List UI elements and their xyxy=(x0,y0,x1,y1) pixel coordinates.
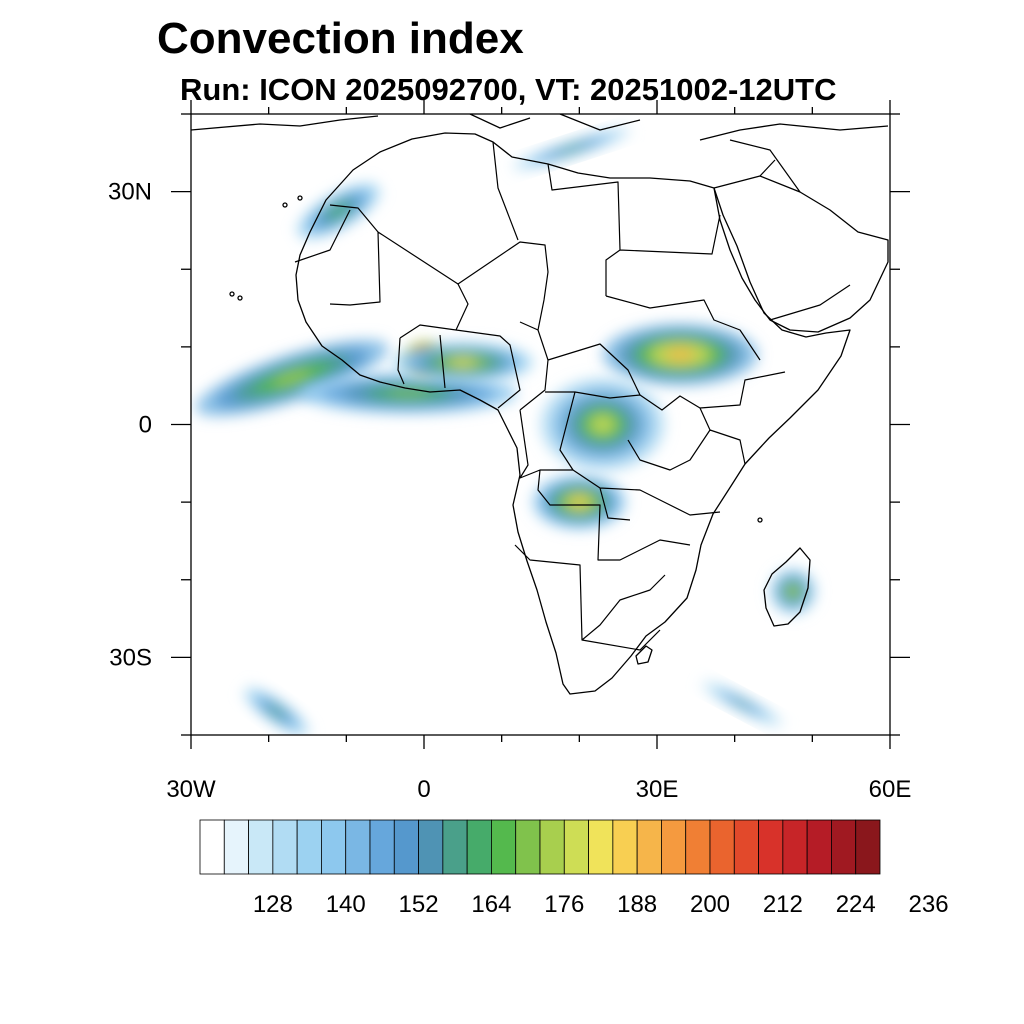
field-contour xyxy=(386,389,431,398)
colorbar-label: 212 xyxy=(763,891,803,918)
island xyxy=(297,195,303,201)
colorbar-swatch xyxy=(418,819,444,875)
colorbar-label: 164 xyxy=(471,891,511,918)
colorbar-swatch xyxy=(369,819,395,875)
colorbar-swatch xyxy=(223,819,249,875)
italy-balkans-coastline xyxy=(469,114,889,141)
field-contour xyxy=(734,699,751,709)
iberia-coastline xyxy=(191,115,379,131)
island xyxy=(757,517,763,523)
x-tick-label: 60E xyxy=(869,776,912,803)
colorbar-label: 224 xyxy=(836,891,876,918)
gulf-of-guinea-band xyxy=(299,373,518,414)
field-contour xyxy=(330,205,347,217)
mediterranean-band xyxy=(512,128,631,170)
colorbar-swatch xyxy=(515,819,541,875)
colorbar-swatch xyxy=(345,819,371,875)
central-africa-convection xyxy=(540,377,665,472)
west-africa-convection xyxy=(392,342,533,383)
y-tick-label: 30S xyxy=(109,644,152,671)
colorbar-swatch xyxy=(321,819,347,875)
axis-tick-labels: 30W 0 30E 60E 30N 0 30S xyxy=(108,179,911,803)
colorbar-swatch xyxy=(661,819,687,875)
field-contour xyxy=(272,370,312,386)
colorbar-label: 236 xyxy=(909,891,949,918)
colorbar-swatch xyxy=(442,819,468,875)
colorbar-label: 188 xyxy=(617,891,657,918)
x-tick-label: 30E xyxy=(636,776,679,803)
country-borders xyxy=(294,139,851,651)
colorbar-swatch xyxy=(758,819,784,875)
field-contour xyxy=(448,358,477,367)
colorbar-label: 176 xyxy=(544,891,584,918)
convection-field xyxy=(195,128,817,735)
colorbar-swatch xyxy=(855,819,881,875)
field-contour xyxy=(590,415,616,434)
colorbar-swatch xyxy=(199,819,225,875)
colorbar-swatch xyxy=(806,819,832,875)
colorbar-swatch xyxy=(612,819,638,875)
x-tick-label: 0 xyxy=(417,776,430,803)
colorbar-swatch xyxy=(296,819,322,875)
colorbar-swatch xyxy=(466,819,492,875)
morocco-band xyxy=(297,183,380,239)
colorbar-swatch xyxy=(733,819,759,875)
colorbar-label: 152 xyxy=(399,891,439,918)
lesotho-border xyxy=(635,645,653,665)
africa-coastline xyxy=(295,132,851,695)
y-tick-label: 30N xyxy=(108,179,152,206)
colorbar-swatch xyxy=(685,819,711,875)
colorbar-swatch xyxy=(636,819,662,875)
sw-indian-band xyxy=(701,681,784,727)
colorbar-swatch xyxy=(491,819,517,875)
colorbar-swatch xyxy=(393,819,419,875)
x-tick-label: 30W xyxy=(166,776,216,803)
y-tick-label: 0 xyxy=(139,412,152,439)
colorbar-swatch xyxy=(272,819,298,875)
plot-frame xyxy=(190,113,891,736)
colorbar-swatch xyxy=(563,819,589,875)
colorbar-label: 140 xyxy=(326,891,366,918)
field-contour xyxy=(570,496,589,508)
angola-zambia-convection xyxy=(532,474,626,530)
madagascar-coastline xyxy=(763,547,811,627)
island xyxy=(237,295,243,301)
field-contour xyxy=(664,348,696,361)
axis-ticks xyxy=(171,100,910,749)
map-title: Convection index xyxy=(157,14,524,63)
sudan-ethiopia-convection xyxy=(602,323,758,386)
colorbar-swatch xyxy=(831,819,857,875)
field-contour xyxy=(788,586,798,597)
field-contour xyxy=(269,706,283,717)
colorbar-swatch xyxy=(248,819,274,875)
colorbar-swatch xyxy=(709,819,735,875)
colorbar xyxy=(199,819,881,875)
colorbar-labels: 128 140 152 164 176 188 200 212 224 236 xyxy=(253,891,949,918)
colorbar-swatch xyxy=(588,819,614,875)
madagascar-convection xyxy=(769,568,817,615)
sw-atlantic-band xyxy=(243,687,309,735)
colorbar-label: 200 xyxy=(690,891,730,918)
island xyxy=(282,202,288,208)
colorbar-swatch xyxy=(539,819,565,875)
arabia-coastline xyxy=(713,175,889,333)
field-contour xyxy=(559,144,584,154)
map-subtitle: Run: ICON 2025092700, VT: 20251002-12UTC xyxy=(180,72,837,107)
colorbar-label: 128 xyxy=(253,891,293,918)
island xyxy=(229,291,235,297)
colorbar-swatch xyxy=(782,819,808,875)
coastlines-borders xyxy=(191,114,889,695)
